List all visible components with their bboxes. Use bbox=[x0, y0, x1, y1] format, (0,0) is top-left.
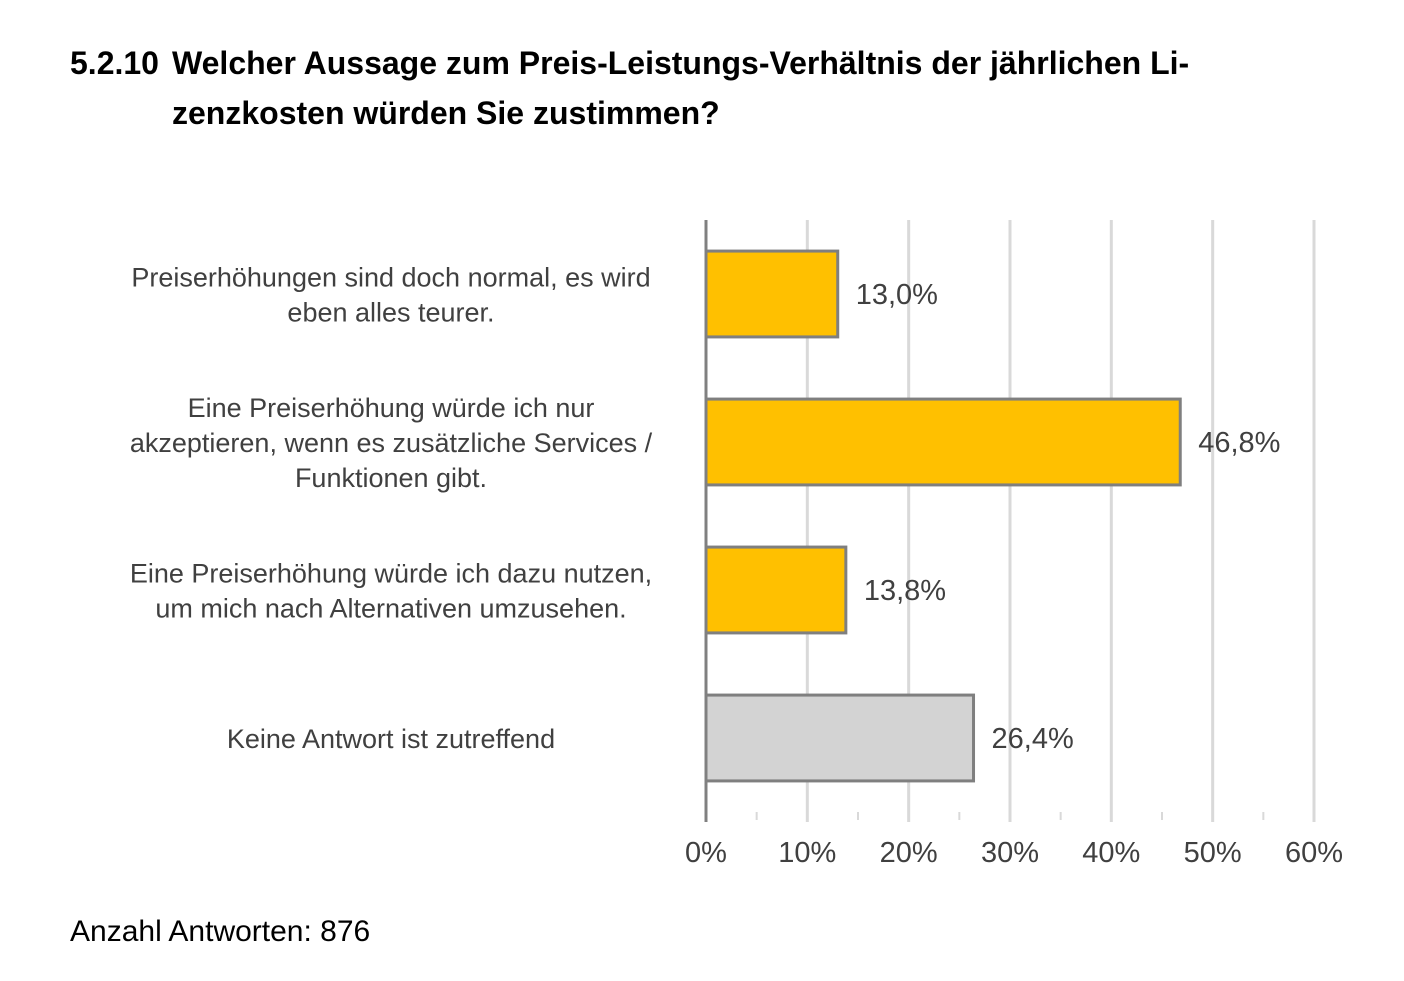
category-label-line: Keine Antwort ist zutreffend bbox=[227, 724, 555, 754]
category-label-line: um mich nach Alternativen umzusehen. bbox=[155, 594, 626, 624]
bar bbox=[704, 249, 840, 339]
category-label-line: Preiserhöhungen sind doch normal, es wir… bbox=[131, 263, 650, 293]
x-tick-label: 60% bbox=[1285, 837, 1343, 869]
category-label-line: Funktionen gibt. bbox=[295, 463, 487, 493]
x-tick-label: 0% bbox=[685, 837, 727, 869]
data-label: 46,8% bbox=[1198, 427, 1280, 459]
category-label-line: Eine Preiserhöhung würde ich dazu nutzen… bbox=[130, 559, 652, 589]
x-tick-label: 30% bbox=[981, 837, 1039, 869]
category-label-line: eben alles teurer. bbox=[287, 298, 494, 328]
data-label: 13,0% bbox=[856, 279, 938, 311]
category-label: Eine Preiserhöhung würde ich nur akzeptie… bbox=[130, 393, 653, 493]
chart-title: Welcher Aussage zum Preis-Leistungs-Verh… bbox=[172, 45, 1190, 131]
x-tick-label: 10% bbox=[778, 837, 836, 869]
chart-title-number: 5.2.10 bbox=[70, 45, 159, 81]
labels: 13,0% Preiserhöhungen sind doch normal, e… bbox=[130, 263, 1343, 870]
data-label: 26,4% bbox=[992, 723, 1074, 755]
x-tick-label: 20% bbox=[880, 837, 938, 869]
data-label: 13,8% bbox=[864, 575, 946, 607]
x-tick-label: 40% bbox=[1082, 837, 1140, 869]
category-label: Preiserhöhungen sind doch normal, es wir… bbox=[131, 263, 650, 328]
bars bbox=[704, 249, 1182, 783]
bar bbox=[704, 397, 1182, 487]
category-label-line: akzeptieren, wenn es zusätzliche Service… bbox=[130, 428, 653, 458]
x-tick-label: 50% bbox=[1184, 837, 1242, 869]
response-count: Anzahl Antworten: 876 bbox=[70, 915, 371, 948]
category-label-line: Eine Preiserhöhung würde ich nur bbox=[188, 393, 595, 423]
category-label: Keine Antwort ist zutreffend bbox=[227, 724, 555, 754]
category-label: Eine Preiserhöhung würde ich dazu nutzen… bbox=[130, 559, 652, 624]
bar bbox=[704, 545, 848, 635]
bar bbox=[704, 693, 976, 783]
